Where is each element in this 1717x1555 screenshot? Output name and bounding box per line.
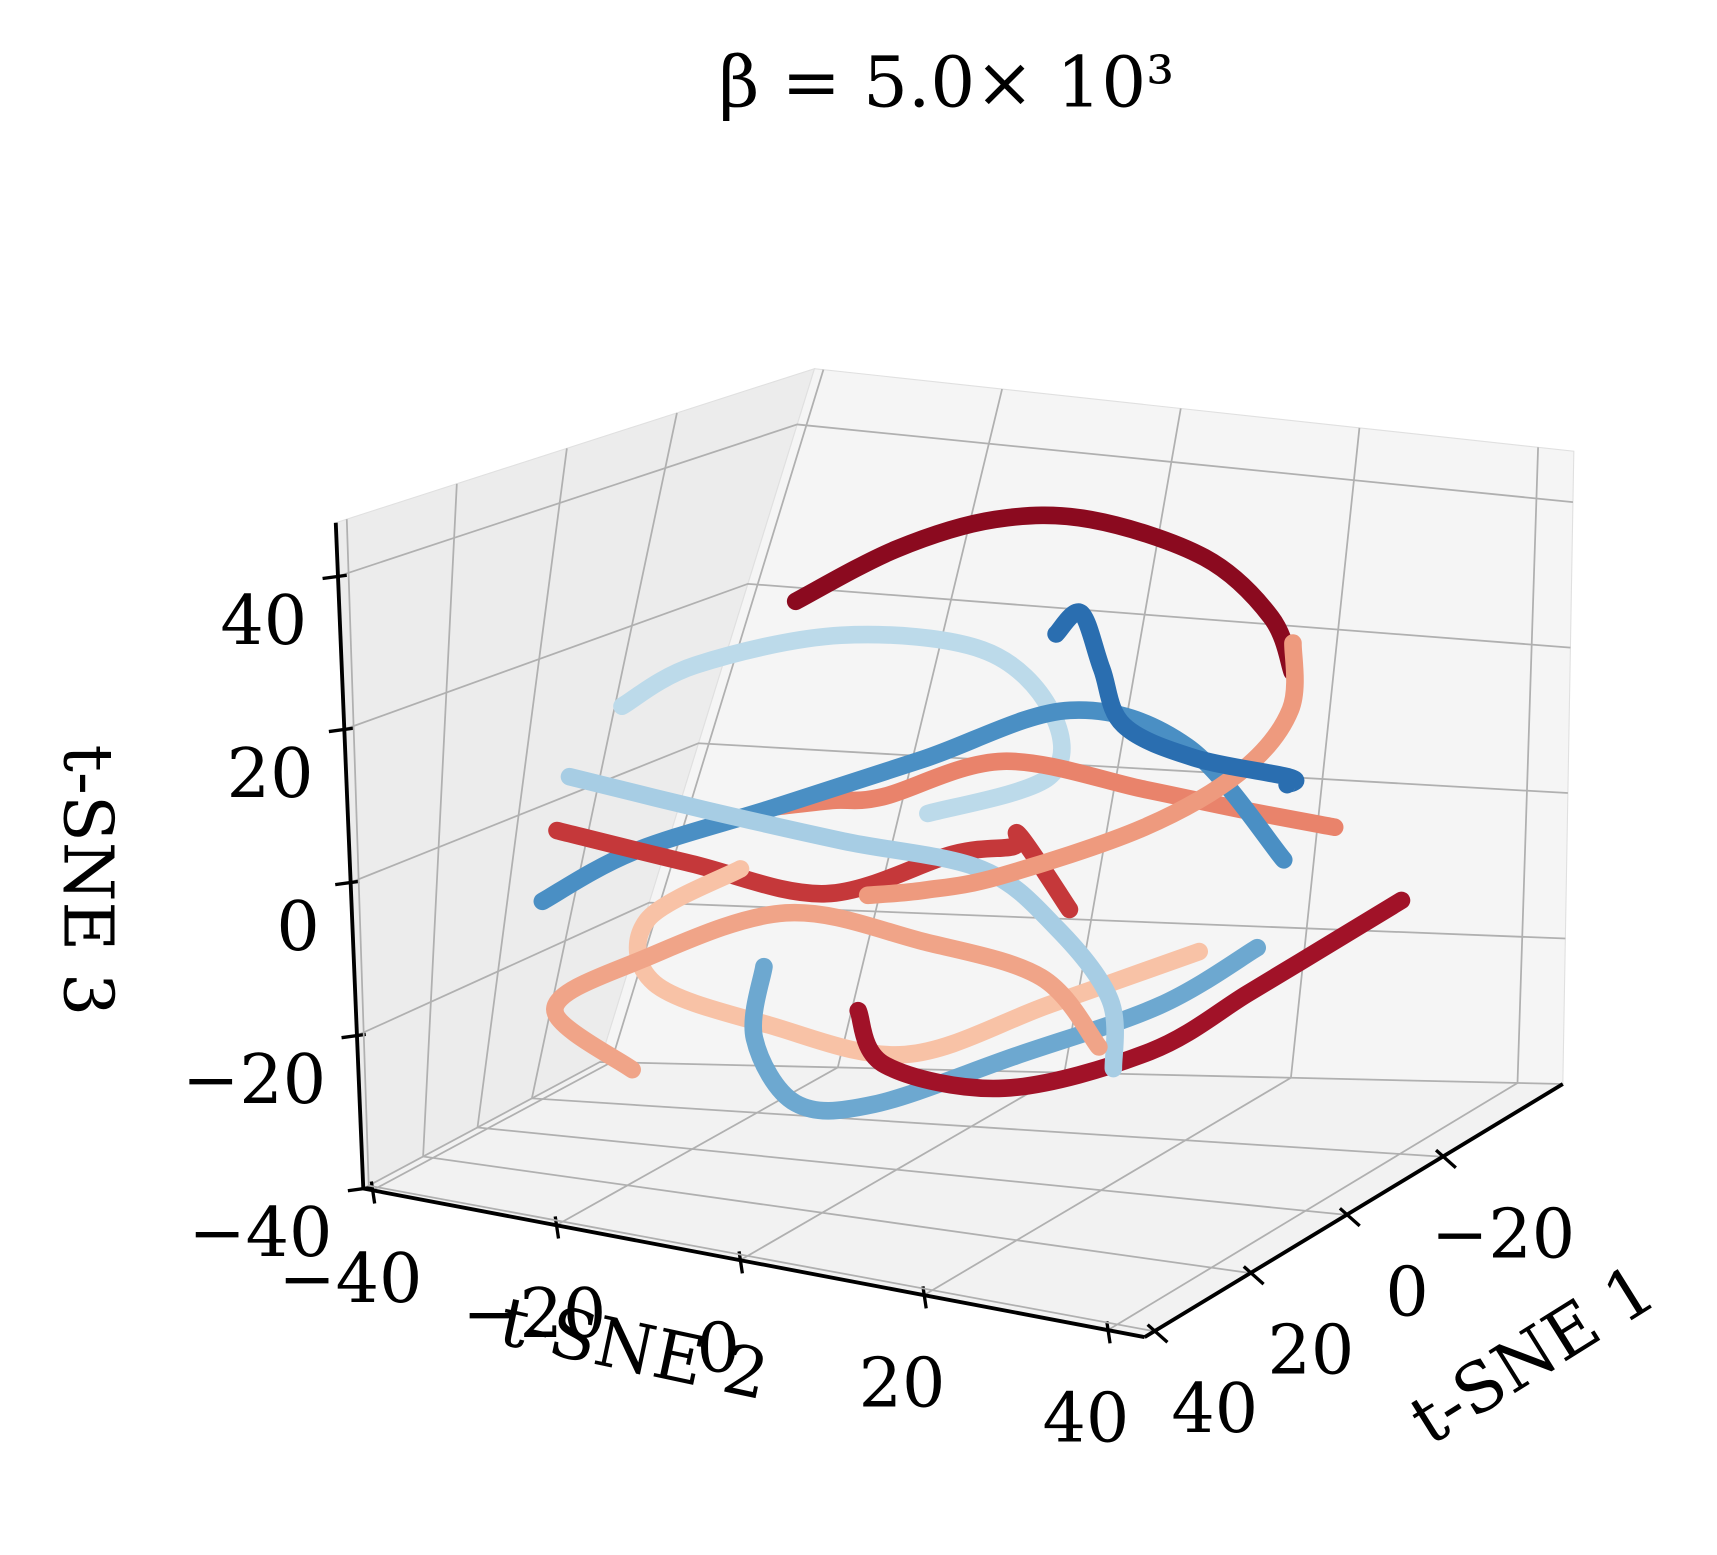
z-tick-label: 20 (227, 735, 314, 814)
grid-line (555, 388, 1003, 1227)
trajectory (744, 938, 1267, 1120)
tick-mark (1338, 1207, 1361, 1228)
grid-line (337, 423, 1574, 578)
tick-mark (328, 726, 354, 734)
tick-mark (341, 1032, 366, 1040)
x-axis-label: t-SNE 1 (1397, 1250, 1669, 1461)
axis-line (333, 522, 366, 1189)
y-tick-label: −20 (462, 1275, 606, 1354)
x-tick-label: 0 (1385, 1253, 1428, 1332)
grid-line (356, 901, 1566, 1037)
z-tick-label: −20 (182, 1041, 326, 1120)
tick-mark (1242, 1265, 1265, 1286)
y-tick-label: 40 (1042, 1380, 1129, 1459)
grid-line (344, 582, 1571, 731)
trajectory (548, 821, 1079, 919)
y-axis-label: t-SNE 2 (493, 1282, 775, 1416)
tick-mark (1146, 1323, 1169, 1344)
y-tick-label: 20 (859, 1345, 946, 1424)
trajectory (849, 891, 1411, 1098)
tick-mark (1434, 1148, 1457, 1169)
axis-line (1143, 1082, 1564, 1339)
tick-mark (334, 879, 360, 887)
z-tick-label: −40 (188, 1194, 332, 1273)
axis-line (362, 1186, 1145, 1339)
tick-mark (369, 1181, 377, 1204)
z-axis-label: t-SNE 3 (48, 745, 127, 1017)
grid-line (923, 427, 1361, 1296)
tick-mark (1105, 1321, 1112, 1344)
grid-line (530, 412, 1443, 1158)
trajectory (1047, 603, 1305, 794)
trajectory (546, 903, 1108, 1079)
grid-line (345, 519, 1155, 1333)
trajectory (613, 625, 1071, 823)
trajectory (858, 634, 1304, 905)
grid-line (1107, 447, 1539, 1331)
trajectory (628, 860, 1209, 1064)
grid-line (476, 448, 1347, 1216)
chart-title: β = 5.0× 10³ (719, 42, 1175, 124)
x-tick-label: 40 (1171, 1370, 1258, 1449)
grid-line (422, 483, 1251, 1274)
trajectory (560, 767, 1124, 1078)
z-tick-label: 40 (220, 582, 307, 661)
x-tick-label: −20 (1431, 1195, 1575, 1274)
grid-line (362, 1061, 1563, 1190)
trajectory (786, 506, 1301, 681)
y-tick-label: −40 (278, 1240, 422, 1319)
z-tick-label: 0 (276, 888, 319, 967)
y-tick-label: 0 (696, 1310, 739, 1389)
tick-mark (322, 573, 348, 581)
tick-mark (921, 1286, 928, 1309)
x-tick-label: 20 (1267, 1312, 1354, 1391)
